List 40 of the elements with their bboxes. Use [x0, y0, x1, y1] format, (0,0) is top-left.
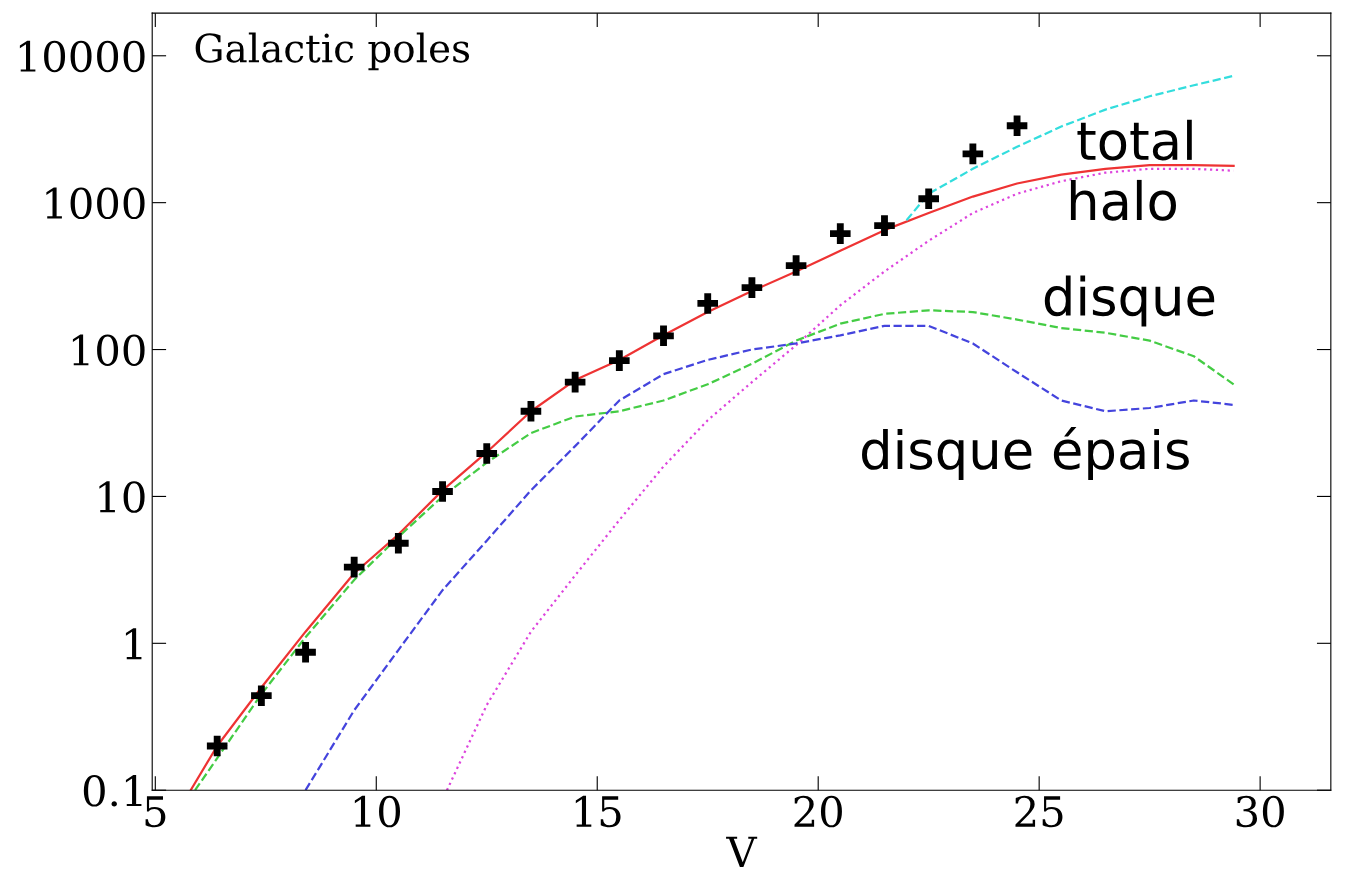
- line-series: [445, 167, 1235, 791]
- point: [653, 325, 674, 347]
- x-tick-label: 30: [1236, 795, 1284, 828]
- x-tick-label: 20: [794, 795, 842, 828]
- point: [520, 400, 542, 422]
- point: [564, 371, 586, 393]
- x-tick-label: 15: [575, 795, 621, 828]
- x-tick-label: 10: [354, 795, 401, 828]
- x-tick-label: 25: [1015, 795, 1063, 828]
- point: [741, 277, 763, 298]
- y-tick-label: 1: [125, 628, 142, 660]
- series-label: total: [1077, 119, 1192, 161]
- point: [785, 255, 807, 276]
- point: [476, 443, 498, 464]
- point: [206, 735, 228, 757]
- chart-title: Galactic poles: [195, 32, 470, 71]
- x-axis-title: V: [726, 836, 758, 868]
- y-tick-label: 100: [72, 334, 145, 366]
- point: [829, 223, 851, 244]
- point: [918, 188, 939, 209]
- line-series: [905, 74, 1235, 222]
- point: [432, 481, 453, 502]
- x-tick-label: 5: [145, 796, 166, 828]
- point: [1006, 115, 1028, 137]
- series-label: halo: [1070, 179, 1176, 221]
- point: [697, 293, 719, 314]
- y-tick-label: 1000: [46, 187, 145, 220]
- y-tick-label: 10000: [19, 40, 145, 73]
- series-label: disque: [1044, 275, 1215, 327]
- point: [251, 685, 272, 706]
- point: [295, 641, 316, 663]
- point: [343, 556, 365, 578]
- point: [962, 143, 984, 165]
- y-tick-label: 10: [99, 481, 145, 513]
- point: [874, 215, 895, 236]
- series-label: disque épais: [862, 426, 1189, 481]
- point: [388, 532, 409, 554]
- y-tick-label: 0.1: [83, 775, 142, 807]
- line-series: [189, 164, 1235, 791]
- point: [609, 350, 630, 371]
